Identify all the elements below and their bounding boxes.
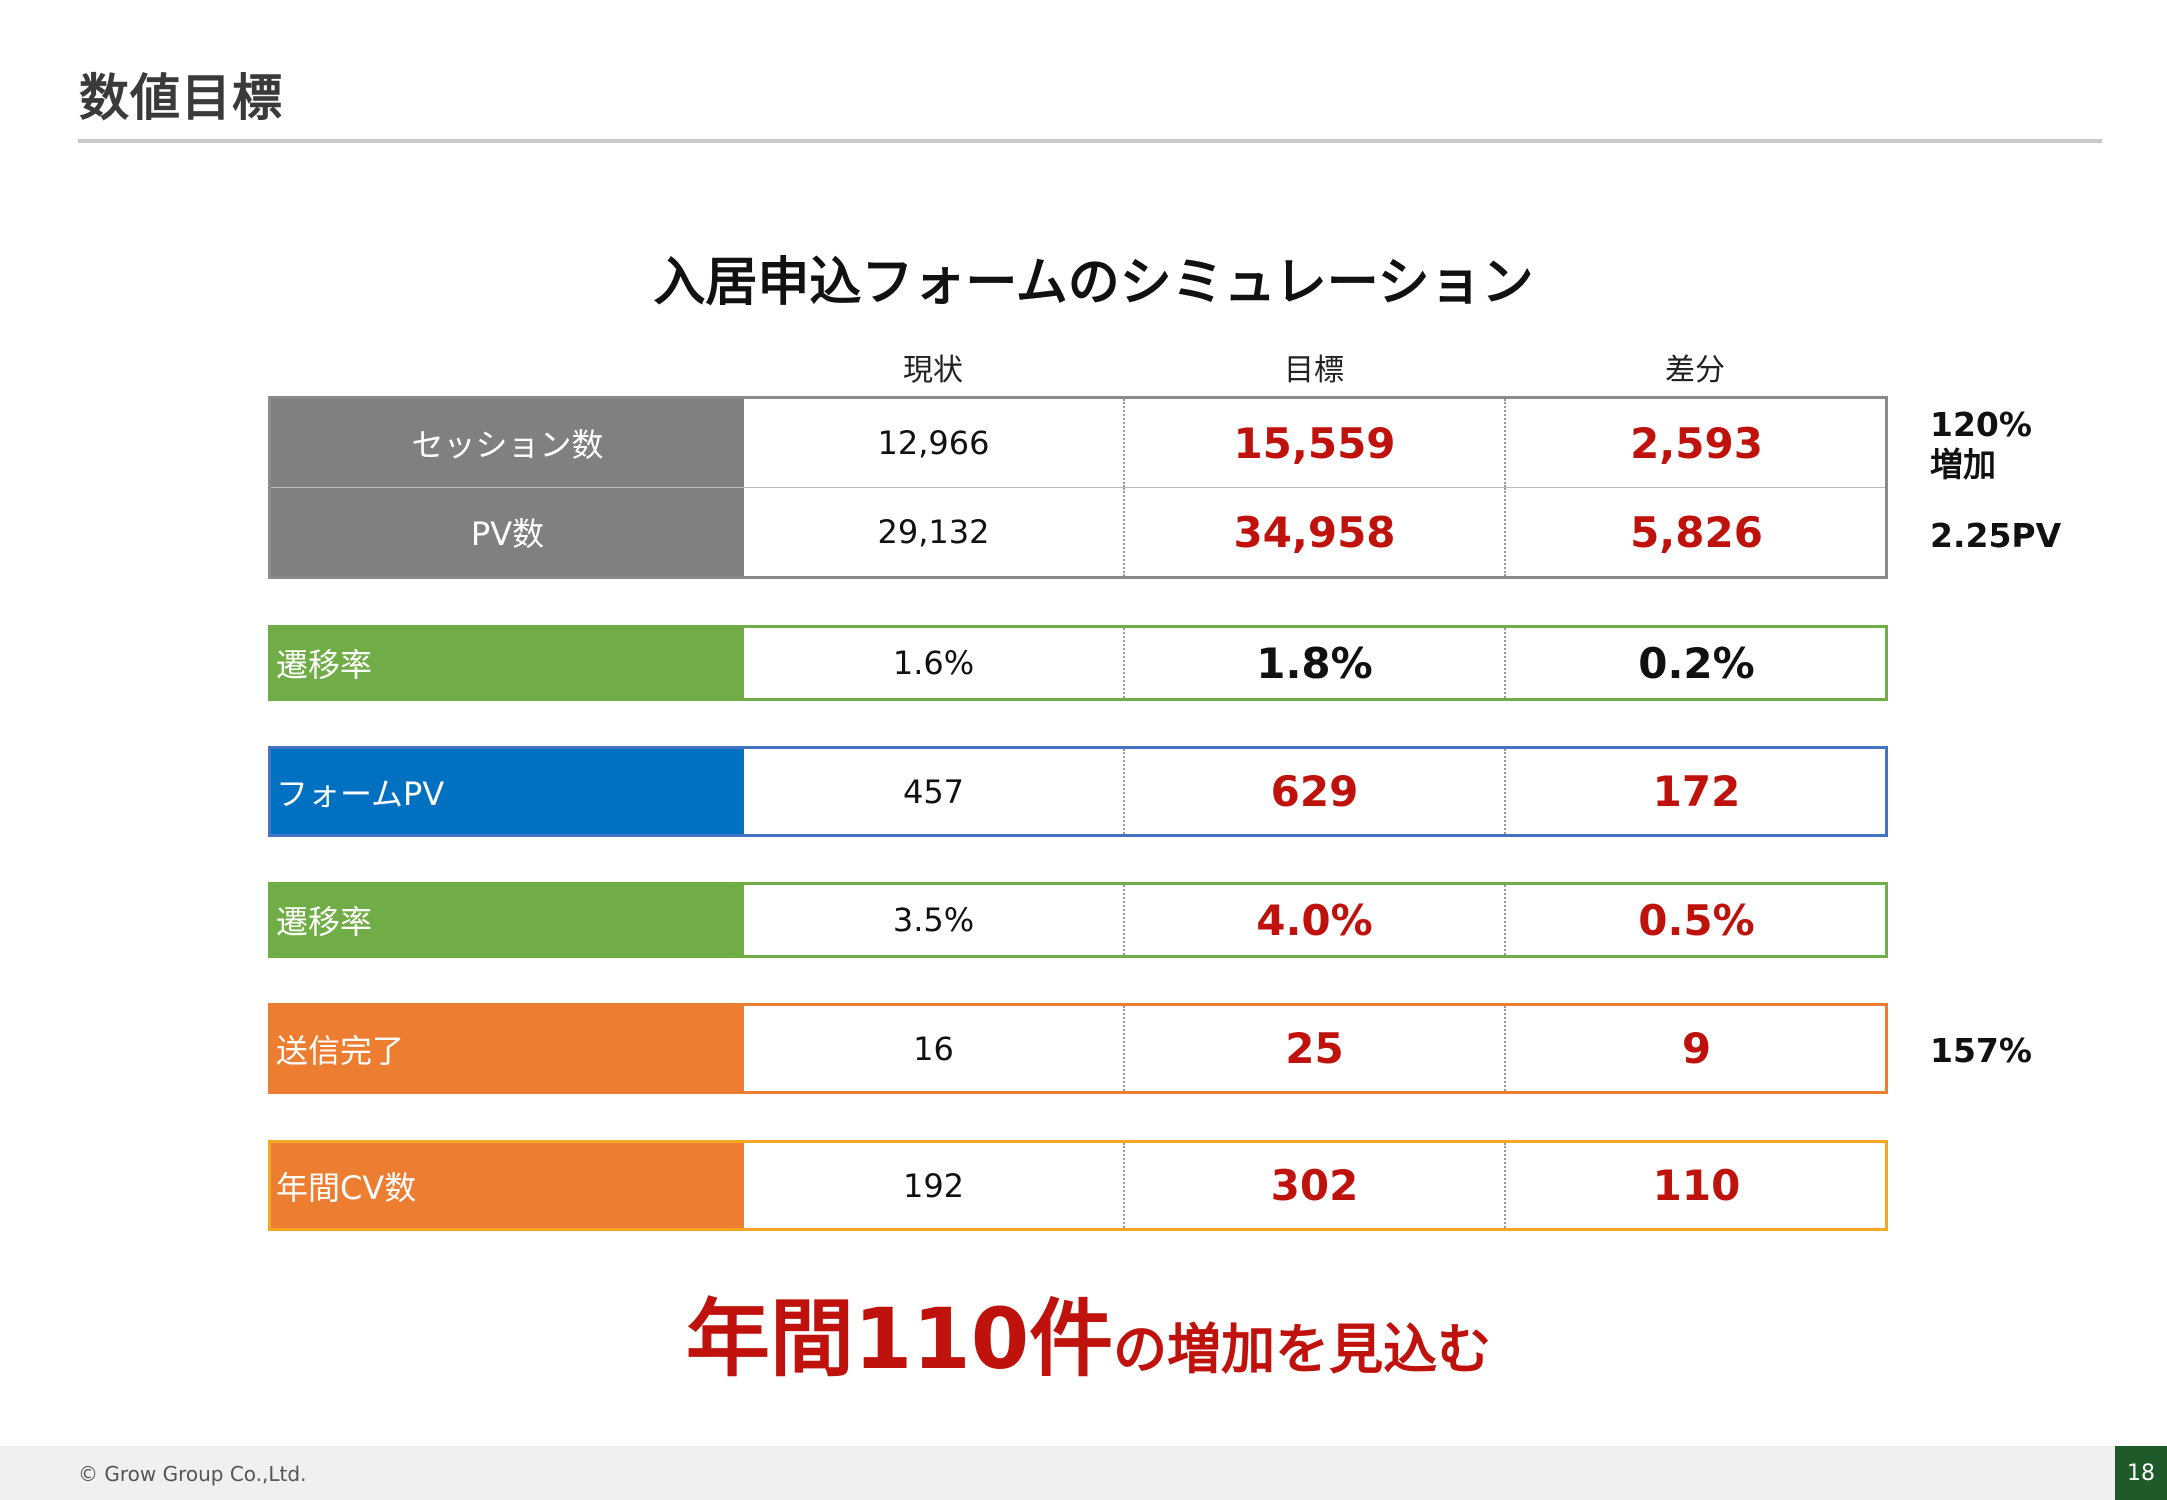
cell-current: 12,966 — [744, 399, 1125, 487]
conclusion-message: 年間110件の増加を見込む — [0, 1272, 2167, 1393]
cell-target: 629 — [1125, 749, 1506, 834]
side-note-sessions-line2: 増加 — [1930, 445, 1996, 484]
side-note-sessions-line1: 120% — [1930, 405, 2032, 444]
table-row: 遷移率 3.5% 4.0% 0.5% — [271, 885, 1885, 955]
cell-diff: 172 — [1652, 767, 1741, 816]
row-label: PV数 — [271, 488, 744, 576]
title-divider — [78, 139, 2102, 143]
group-annual-cv: 年間CV数 192 302 110 — [268, 1140, 1888, 1231]
cell-current: 3.5% — [744, 885, 1125, 955]
column-header-current: 現状 — [903, 353, 963, 388]
page-number: 18 — [2115, 1446, 2167, 1500]
column-header-diff: 差分 — [1665, 353, 1725, 388]
simulation-title: 入居申込フォームのシミュレーション — [653, 253, 1534, 313]
table-row: 送信完了 16 25 9 — [271, 1006, 1885, 1091]
conclusion-large: 年間110件 — [685, 1290, 1114, 1388]
side-note-pv: 2.25PV — [1930, 516, 2062, 555]
cell-current: 1.6% — [744, 628, 1125, 698]
side-note-submit: 157% — [1930, 1031, 2032, 1070]
cell-diff: 2,593 — [1630, 418, 1763, 468]
group-sessions-pv: セッション数 12,966 15,559 2,593 PV数 29,132 34… — [268, 396, 1888, 579]
row-label: セッション数 — [271, 399, 744, 487]
cell-target: 302 — [1125, 1143, 1506, 1228]
cell-diff: 5,826 — [1630, 507, 1763, 557]
table-row: フォームPV 457 629 172 — [271, 749, 1885, 834]
group-transition-rate-1: 遷移率 1.6% 1.8% 0.2% — [268, 625, 1888, 701]
cell-target: 34,958 — [1125, 488, 1506, 576]
footer-bar — [0, 1446, 2167, 1500]
row-label: 年間CV数 — [271, 1143, 744, 1228]
cell-diff: 110 — [1652, 1161, 1741, 1210]
cell-current: 457 — [744, 749, 1125, 834]
cell-current: 29,132 — [744, 488, 1125, 576]
group-form-pv: フォームPV 457 629 172 — [268, 746, 1888, 837]
group-submit-complete: 送信完了 16 25 9 — [268, 1003, 1888, 1094]
row-label: 遷移率 — [271, 628, 744, 698]
table-row-pv: PV数 29,132 34,958 5,826 — [271, 488, 1885, 576]
side-note-sessions: 120% 増加 — [1930, 405, 2032, 485]
cell-current: 16 — [744, 1006, 1125, 1091]
cell-diff: 0.5% — [1638, 895, 1755, 945]
cell-diff: 0.2% — [1638, 638, 1755, 688]
column-header-target: 目標 — [1284, 353, 1344, 388]
table-row-sessions: セッション数 12,966 15,559 2,593 — [271, 399, 1885, 488]
cell-current: 192 — [744, 1143, 1125, 1228]
cell-target: 4.0% — [1125, 885, 1506, 955]
cell-target: 25 — [1125, 1006, 1506, 1091]
row-label: 送信完了 — [271, 1006, 744, 1091]
table-row: 遷移率 1.6% 1.8% 0.2% — [271, 628, 1885, 698]
row-label: フォームPV — [271, 749, 744, 834]
group-transition-rate-2: 遷移率 3.5% 4.0% 0.5% — [268, 882, 1888, 958]
page-title: 数値目標 — [79, 69, 283, 127]
cell-target: 1.8% — [1125, 628, 1506, 698]
cell-diff: 9 — [1681, 1024, 1712, 1073]
conclusion-small: の増加を見込む — [1113, 1318, 1492, 1381]
cell-target: 15,559 — [1125, 399, 1506, 487]
table-row: 年間CV数 192 302 110 — [271, 1143, 1885, 1228]
copyright-text: © Grow Group Co.,Ltd. — [78, 1462, 307, 1486]
row-label: 遷移率 — [271, 885, 744, 955]
